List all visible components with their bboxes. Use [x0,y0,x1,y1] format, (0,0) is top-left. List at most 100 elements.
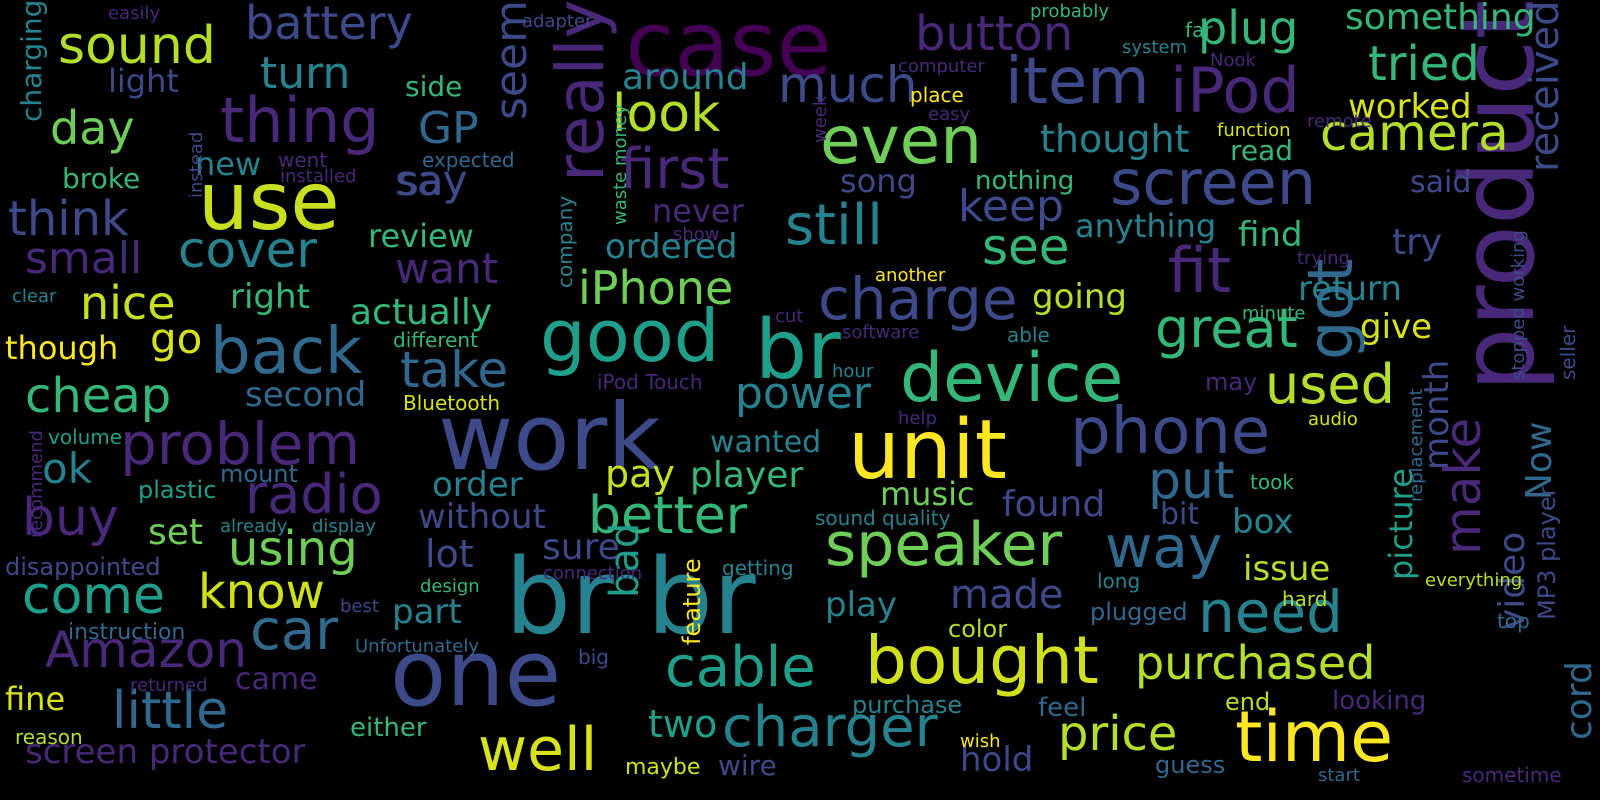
word-speaker: speaker [825,510,1063,580]
word-one: one [390,620,562,727]
word-went: went [278,148,328,172]
word-worked: worked [1348,87,1472,127]
word-ipod: iPod [1170,54,1300,127]
word-mount: mount [220,460,298,488]
word-volume: volume [48,425,123,449]
word-took: took [1250,470,1294,494]
word-feel: feel [1038,693,1087,723]
word-box: box [1232,502,1294,542]
word-color: color [948,615,1008,643]
word-want: want [395,244,499,293]
word-cord: cord [1559,661,1600,740]
word-week: week [810,95,831,143]
word-function: function [1217,120,1291,141]
word-anything: anything [1075,207,1217,245]
word-bluetooth: Bluetooth [403,391,501,415]
word-ipod-touch: iPod Touch [597,370,703,394]
word-show: show [673,224,720,245]
word-amazon: Amazon [45,621,248,679]
word-mp3-player: MP3 player [1533,486,1561,620]
word-waste-money: waste money [610,104,631,225]
word-even: even [820,102,983,179]
word-car: car [250,598,339,663]
word-power: power [735,368,871,419]
word-device: device [900,339,1124,418]
word-thing: thing [220,84,380,157]
word-already: already [220,516,288,537]
word-side: side [405,70,463,103]
word-cable: cable [665,635,816,700]
word-set: set [148,512,204,553]
word-around: around [622,57,749,98]
word-company: company [553,195,577,288]
word-screen-protector: screen protector [25,732,306,772]
word-installed: installed [280,166,357,187]
word-connection: connection [543,563,643,584]
word-seller: seller [1556,325,1580,380]
word-place: place [910,83,964,107]
word-reason: reason [15,725,83,749]
word-see: see [982,218,1070,276]
word-cover: cover [178,221,317,279]
word-right: right [230,277,310,317]
word-find: find [1238,215,1303,255]
word-something: something [1345,0,1536,38]
word-long: long [1097,569,1141,593]
word-guess: guess [1155,751,1226,779]
word-song: song [840,162,917,200]
word-think: think [8,191,129,247]
word-found: found [1002,484,1106,525]
word-case: case [625,0,832,97]
word-plugged: plugged [1090,598,1188,626]
word-maybe: maybe [625,755,701,780]
word-small: small [25,233,143,284]
word-wish: wish [960,731,1001,752]
word-plug: plug [1198,1,1299,55]
word-looking: looking [1332,686,1427,716]
word-design: design [420,576,480,597]
word-replacement: replacement [1406,388,1427,502]
word-nook: Nook [1210,50,1256,71]
word-fine: fine [5,680,66,718]
word-remote: remote [1307,111,1372,132]
word-computer: computer [898,56,985,77]
word-start: start [1318,765,1360,786]
word-system: system [1122,37,1188,58]
word-return: return [1298,269,1402,309]
word-big: big [578,645,609,669]
word-easy: easy [928,104,971,125]
word-new: new [195,145,262,183]
word-screen: screen [1110,146,1317,219]
word-better: better [588,486,748,546]
word-software: software [842,322,920,343]
word-radio: radio [245,463,383,526]
word-well: well [478,715,598,785]
word-charger: charger [722,695,938,760]
word-read: read [1230,134,1294,167]
word-adapter: adapter [522,11,593,32]
word-buy: buy [22,488,119,548]
word-expected: expected [422,148,515,172]
word-able: able [1007,323,1050,347]
word-nice: nice [80,276,176,330]
word-come: come [22,566,166,626]
word-camera: camera [1320,104,1509,162]
word-trying: trying [1297,248,1350,269]
word-br-br: br br [505,536,756,658]
word-sometime: sometime [1462,763,1562,787]
word-day: day [50,101,135,155]
word-said: said [1410,165,1472,200]
word-say: say [398,159,468,205]
word-sound-quality: sound quality [815,506,951,530]
word-either: either [350,713,427,743]
word-button: button [915,6,1074,62]
word-say: say [395,156,468,205]
word-battery: battery [245,0,413,50]
word-charge: charge [818,265,1018,333]
word-instead: instead [186,131,207,198]
word-hour: hour [832,361,874,382]
word-stopped-working: stopped working [1508,230,1529,380]
word-returned: returned [130,675,208,696]
word-review: review [368,217,474,255]
word-plastic: plastic [138,476,217,504]
